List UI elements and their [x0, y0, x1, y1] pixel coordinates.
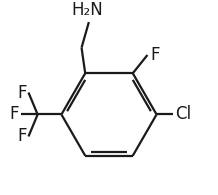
- Text: Cl: Cl: [175, 105, 191, 123]
- Text: F: F: [150, 46, 160, 64]
- Text: F: F: [17, 128, 27, 145]
- Text: F: F: [17, 83, 27, 102]
- Text: F: F: [10, 105, 19, 123]
- Text: H₂N: H₂N: [71, 1, 103, 19]
